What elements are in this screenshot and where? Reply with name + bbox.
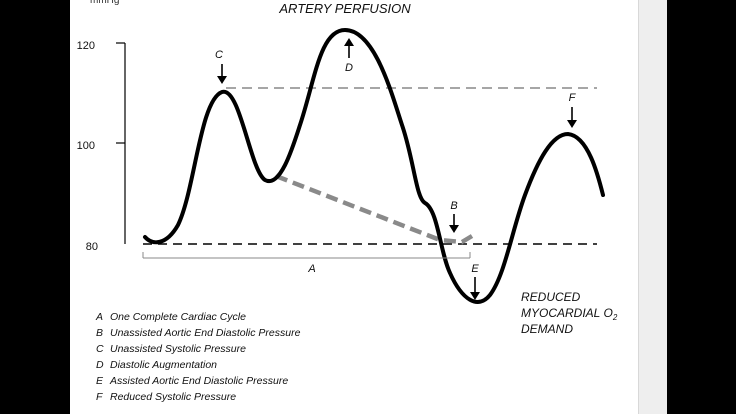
marker-label-c: C (215, 49, 223, 61)
page-edge (638, 0, 667, 414)
arrow-down-icon (217, 76, 227, 84)
demand-label-line-2: MYOCARDIAL O2 (521, 306, 618, 322)
arrow-down-icon (449, 225, 459, 233)
legend-key: B (96, 327, 104, 339)
unit-label: mmHg (90, 0, 119, 6)
y-tick-label-80: 80 (86, 241, 98, 253)
demand-label-line-3: DEMAND (521, 322, 573, 336)
demand-label-line-1: REDUCED (521, 290, 581, 304)
legend-text: Assisted Aortic End Diastolic Pressure (110, 375, 289, 387)
legend-key: F (96, 391, 103, 403)
legend-item-b: B Unassisted Aortic End Diastolic Pressur… (96, 327, 300, 339)
legend-item-f: F Reduced Systolic Pressure (96, 391, 236, 403)
legend-text: Reduced Systolic Pressure (110, 391, 237, 403)
arrow-down-icon (567, 120, 577, 128)
legend-text: Diastolic Augmentation (110, 359, 217, 371)
marker-label-b: B (450, 200, 457, 212)
legend-text: One Complete Cardiac Cycle (110, 311, 246, 323)
legend-text: Unassisted Aortic End Diastolic Pressure (110, 327, 301, 339)
legend-item-e: E Assisted Aortic End Diastolic Pressure (96, 375, 288, 387)
legend-key: A (96, 311, 104, 323)
pressure-waveform (143, 28, 605, 304)
legend-key: E (96, 375, 104, 387)
marker-label-e: E (471, 263, 479, 275)
legend-item-c: C Unassisted Systolic Pressure (96, 343, 246, 355)
marker-label-d: D (345, 62, 353, 74)
legend-text: Unassisted Systolic Pressure (110, 343, 246, 355)
marker-label-f: F (569, 92, 577, 104)
y-tick-label-100: 100 (77, 140, 95, 152)
legend-key: C (96, 343, 104, 355)
arrow-down-icon (470, 292, 480, 300)
diagram-title: ARTERY PERFUSION (278, 1, 411, 16)
diagram-panel (70, 0, 666, 414)
marker-label-a: A (307, 263, 315, 275)
legend-item-d: D Diastolic Augmentation (96, 359, 217, 371)
y-tick-label-120: 120 (77, 40, 95, 52)
legend-key: D (96, 359, 104, 371)
unassisted-diastole-dashed (275, 173, 474, 245)
legend-item-a: A One Complete Cardiac Cycle (96, 311, 246, 323)
